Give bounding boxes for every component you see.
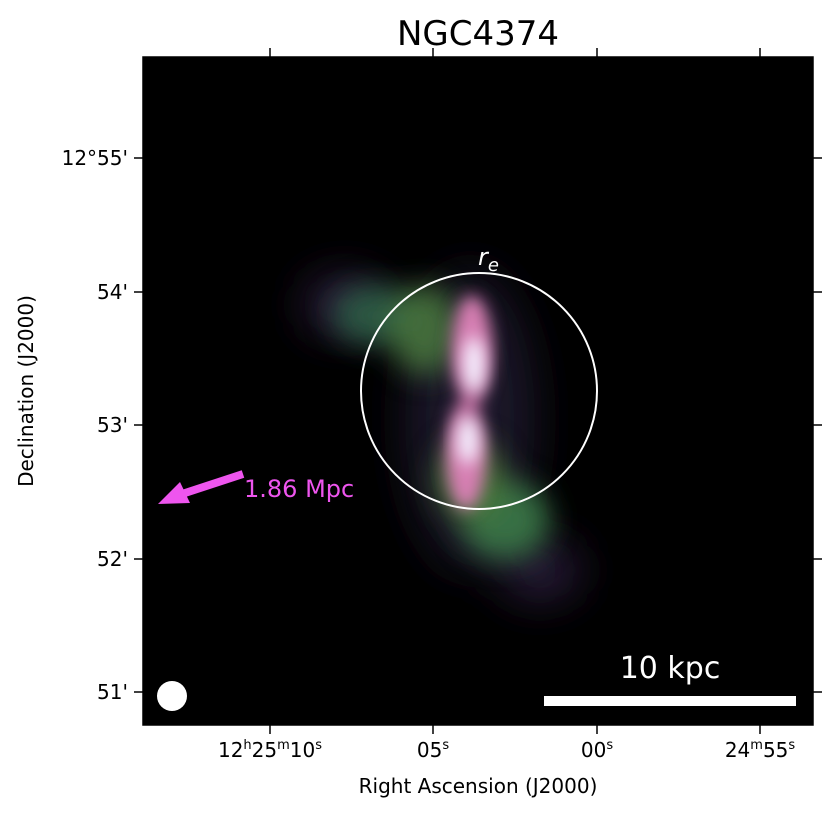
radio-image: [143, 57, 813, 725]
effective-radius-circle: [360, 272, 598, 510]
y-tick-label: 52': [97, 547, 128, 571]
x-tick-label: 05s: [417, 738, 449, 762]
y-tick-label: 12°55': [62, 146, 128, 170]
effective-radius-label: re: [478, 243, 499, 276]
y-tick-label: 53': [97, 413, 128, 437]
x-tick-label: 12h25m10s: [218, 738, 322, 762]
x-ticks: [269, 48, 761, 734]
y-ticks: [134, 157, 822, 693]
emission-core: [457, 337, 485, 464]
distance-label: 1.86 Mpc: [244, 475, 354, 503]
scalebar: [544, 696, 796, 706]
distance-arrow: [158, 470, 245, 504]
y-tick-label: 54': [97, 280, 128, 304]
y-axis-label: Declination (J2000): [14, 295, 38, 487]
x-tick-label: 24m55s: [725, 738, 796, 762]
x-tick-label: 00s: [581, 738, 613, 762]
beam-marker: [157, 681, 187, 711]
scalebar-label: 10 kpc: [620, 651, 721, 686]
x-axis-label: Right Ascension (J2000): [359, 774, 598, 798]
y-tick-label: 51': [97, 680, 128, 704]
plot-frame: [142, 56, 814, 726]
plot-title: NGC4374: [397, 14, 559, 54]
